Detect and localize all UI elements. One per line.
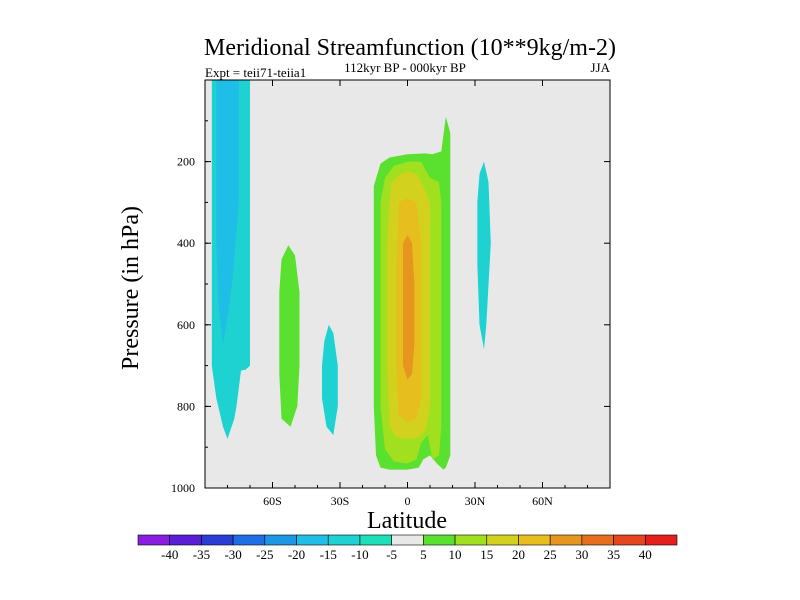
colorbar-swatch-12 — [518, 534, 551, 546]
colorbar-label-6: -10 — [351, 547, 368, 562]
contour-region-9 — [403, 235, 415, 380]
x-axis-ticks: 60S 30S 0 30N 60N — [204, 80, 611, 508]
contour-region-1 — [216, 80, 239, 346]
y-tick-label-3: 800 — [177, 399, 195, 413]
colorbar: -40 -35 -30 -25 -20 -15 -10 -5 5 10 15 20 25 30 35 40 — [137, 534, 678, 562]
colorbar-swatch-11 — [486, 534, 519, 546]
colorbar-label-2: -30 — [224, 547, 241, 562]
colorbar-label-14: 35 — [607, 547, 620, 562]
colorbar-label-7: -5 — [386, 547, 397, 562]
colorbar-swatch-16 — [644, 534, 678, 546]
y-tick-label-1: 400 — [177, 236, 195, 250]
chart-subtitle: 112kyr BP - 000kyr BP — [344, 60, 466, 75]
chart-title: Meridional Streamfunction (10**9kg/m-2) — [204, 35, 616, 61]
colorbar-swatch-14 — [581, 534, 614, 546]
colorbar-swatch-9 — [423, 534, 456, 546]
expt-label: Expt = teii71-teiia1 — [205, 65, 306, 80]
colorbar-label-15: 40 — [639, 547, 652, 562]
colorbar-swatch-5 — [296, 534, 329, 546]
x-tick-label-3: 30N — [465, 494, 486, 508]
contour-fills — [211, 80, 491, 470]
y-axis-ticks: 200 400 600 800 1000 — [171, 120, 610, 495]
x-tick-label-0: 60S — [263, 494, 282, 508]
colorbar-swatch-2 — [201, 534, 234, 546]
colorbar-swatch-1 — [169, 534, 202, 546]
colorbar-swatch-10 — [454, 534, 488, 546]
colorbar-label-10: 15 — [480, 547, 493, 562]
colorbar-swatch-4 — [264, 534, 297, 546]
colorbar-swatch-3 — [232, 534, 266, 546]
colorbar-swatch-6 — [327, 534, 361, 546]
colorbar-label-12: 25 — [544, 547, 557, 562]
colorbar-label-9: 10 — [449, 547, 462, 562]
y-tick-label-4: 1000 — [171, 481, 195, 495]
colorbar-label-13: 30 — [575, 547, 588, 562]
contour-region-2 — [322, 324, 338, 435]
colorbar-swatch-13 — [549, 534, 583, 546]
y-tick-label-2: 600 — [177, 318, 195, 332]
colorbar-swatch-0 — [137, 534, 171, 546]
season-label: JJA — [590, 60, 610, 75]
y-tick-label-0: 200 — [177, 155, 195, 169]
x-tick-label-4: 60N — [532, 494, 553, 508]
colorbar-label-0: -40 — [161, 547, 178, 562]
colorbar-label-3: -25 — [256, 547, 273, 562]
colorbar-label-5: -15 — [320, 547, 337, 562]
colorbar-label-4: -20 — [288, 547, 305, 562]
y-axis-label: Pressure (in hPa) — [118, 206, 144, 370]
colorbar-label-8: 5 — [420, 547, 427, 562]
colorbar-label-1: -35 — [193, 547, 210, 562]
colorbar-swatch-7 — [359, 534, 392, 546]
contour-region-3 — [477, 161, 491, 350]
x-tick-label-1: 30S — [331, 494, 350, 508]
plot-area: 60S 30S 0 30N 60N 200 400 600 800 1000 — [171, 79, 611, 508]
colorbar-label-11: 20 — [512, 547, 525, 562]
x-tick-label-2: 0 — [405, 494, 411, 508]
contour-region-4 — [279, 245, 300, 427]
colorbar-swatch-15 — [613, 534, 646, 546]
x-axis-label: Latitude — [367, 508, 447, 534]
colorbar-swatch-8 — [391, 534, 424, 546]
